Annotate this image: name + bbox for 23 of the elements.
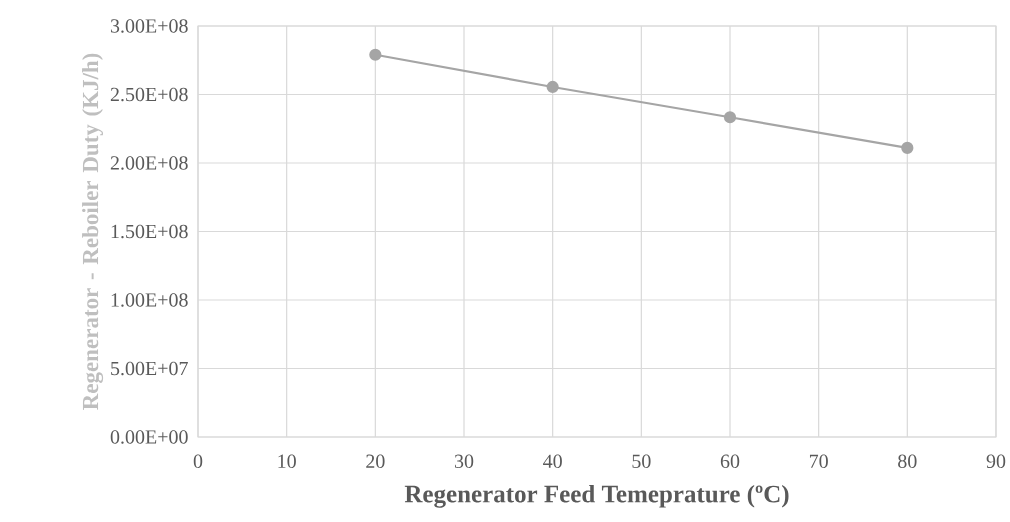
x-tick-label: 50 <box>632 454 651 469</box>
y-tick-label: 1.50E+08 <box>111 224 188 239</box>
y-tick-label: 3.00E+08 <box>110 19 188 33</box>
y-tick-label: 2.50E+08 <box>110 87 188 102</box>
point <box>546 80 559 94</box>
x-tick-label: 40 <box>543 454 562 469</box>
y-tick-label: 1.00E+08 <box>111 293 188 307</box>
point <box>723 111 737 124</box>
y-tick-label: 2.00E+08 <box>110 156 188 170</box>
x-tick-label: 60 <box>720 454 740 469</box>
x-tick-label: 30 <box>454 454 474 469</box>
y-tick-label: 0.00E+00 <box>110 430 188 444</box>
x-tick-label: 70 <box>809 454 828 469</box>
y-axis-title: Regenerator - Reboiler Duty (KJ/h) <box>82 53 104 410</box>
point <box>369 48 382 61</box>
x-tick-label: 0 <box>193 454 203 469</box>
x-tick-label: 80 <box>898 454 917 469</box>
point <box>901 141 914 155</box>
y-tick-label: 5.00E+07 <box>111 361 188 376</box>
x-tick-label: 10 <box>278 454 296 469</box>
x-tick-label: 20 <box>366 454 385 469</box>
x-axis-title: Regenerator Feed Temeprature (ºC) <box>404 484 789 508</box>
x-tick-label: 90 <box>986 454 1006 469</box>
